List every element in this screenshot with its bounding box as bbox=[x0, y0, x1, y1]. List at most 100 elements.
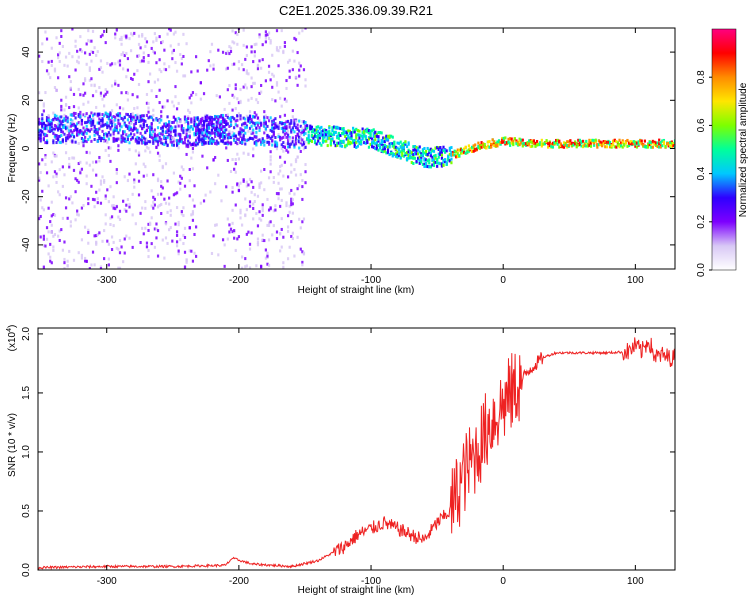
spectrogram-cell bbox=[117, 60, 120, 64]
spectrogram-cell bbox=[90, 139, 93, 143]
spectrogram-cell bbox=[629, 142, 632, 146]
spectrogram-cell bbox=[185, 128, 188, 132]
spectrogram-cell bbox=[160, 114, 163, 118]
spectrogram-cell bbox=[461, 151, 464, 155]
spectrogram-cell bbox=[196, 136, 199, 140]
spectrogram-cell bbox=[228, 133, 231, 137]
spectrogram-cell bbox=[104, 41, 107, 45]
spectrogram-cell bbox=[293, 192, 296, 196]
spectrogram-cell bbox=[415, 152, 418, 156]
spectrogram-cell bbox=[431, 158, 434, 162]
spectrogram-cell bbox=[344, 144, 347, 148]
spectrogram-cell bbox=[57, 190, 60, 194]
spectrogram-cell bbox=[348, 136, 352, 140]
spectrogram-cell bbox=[64, 136, 68, 140]
spectrogram-cell bbox=[272, 126, 275, 130]
spectrogram-cell bbox=[64, 196, 68, 200]
spectrogram-cell bbox=[234, 134, 237, 138]
spectrogram-cell bbox=[296, 51, 299, 55]
spectrogram-cell bbox=[95, 128, 98, 132]
spectrogram-cell bbox=[577, 143, 580, 147]
spectrogram-cell bbox=[171, 100, 174, 104]
spectrogram-cell bbox=[605, 145, 608, 149]
spectrogram-cell bbox=[172, 115, 176, 119]
spectrogram-cell bbox=[152, 40, 155, 44]
spectrogram-cell bbox=[486, 144, 490, 148]
spectrogram-cell bbox=[401, 148, 404, 152]
spectrogram-cell bbox=[145, 245, 149, 249]
spectrogram-cell bbox=[42, 127, 45, 131]
spectrogram-cell bbox=[210, 139, 214, 143]
spectrogram-cell bbox=[589, 144, 593, 148]
spectrogram-cell bbox=[616, 143, 620, 147]
spectrogram-cell bbox=[272, 209, 275, 213]
spectrogram-x-tick-label: -200 bbox=[229, 275, 249, 286]
spectrogram-cell bbox=[66, 129, 69, 133]
spectrogram-cell bbox=[58, 124, 61, 128]
spectrogram-cell bbox=[221, 125, 225, 129]
spectrogram-cell bbox=[258, 182, 261, 186]
spectrogram-cell bbox=[137, 151, 141, 155]
spectrogram-cell bbox=[153, 245, 156, 249]
spectrogram-cell bbox=[187, 115, 190, 119]
spectrogram-cell bbox=[501, 138, 504, 142]
spectrogram-cell bbox=[87, 241, 90, 245]
spectrogram-cell bbox=[231, 134, 234, 138]
spectrogram-cell bbox=[66, 133, 69, 137]
spectrogram-cell bbox=[545, 139, 548, 143]
spectrogram-cell bbox=[226, 115, 229, 119]
spectrogram-cell bbox=[290, 142, 293, 146]
spectrogram-cell bbox=[152, 200, 155, 204]
spectrogram-cell bbox=[50, 122, 53, 126]
spectrogram-cell bbox=[394, 152, 398, 156]
spectrogram-cell bbox=[187, 124, 190, 128]
spectrogram-cell bbox=[474, 143, 477, 147]
spectrogram-cell bbox=[518, 143, 521, 147]
spectrogram-cell bbox=[98, 155, 101, 159]
spectrogram-cell bbox=[123, 116, 126, 120]
spectrogram-cell bbox=[149, 115, 152, 119]
spectrogram-cell bbox=[99, 179, 103, 183]
spectrogram-cell bbox=[150, 136, 153, 140]
spectrogram-cell bbox=[172, 129, 176, 133]
spectrogram-cell bbox=[431, 163, 434, 167]
spectrogram-cell bbox=[242, 122, 245, 126]
spectrogram-cell bbox=[223, 130, 226, 134]
spectrogram-cell bbox=[513, 137, 516, 141]
spectrogram-cell bbox=[385, 138, 388, 142]
spectrogram-cell bbox=[604, 145, 607, 149]
spectrogram-cell bbox=[267, 238, 271, 242]
spectrogram-cell bbox=[286, 225, 290, 229]
spectrogram-cell bbox=[247, 98, 250, 102]
spectrogram-cell bbox=[280, 163, 283, 167]
spectrogram-cell bbox=[415, 145, 418, 149]
spectrogram-cell bbox=[210, 42, 214, 46]
spectrogram-cell bbox=[301, 260, 304, 264]
spectrogram-cell bbox=[442, 145, 445, 149]
spectrogram-cell bbox=[214, 114, 217, 118]
spectrogram-cell bbox=[288, 125, 291, 129]
spectrogram-cell bbox=[421, 150, 424, 154]
spectrogram-cell bbox=[153, 51, 156, 55]
spectrogram-cell bbox=[293, 140, 296, 144]
spectrogram-cell bbox=[191, 210, 195, 214]
spectrogram-cell bbox=[386, 137, 390, 141]
spectrogram-cell bbox=[286, 257, 290, 261]
spectrogram-cell bbox=[142, 125, 145, 129]
spectrogram-cell bbox=[233, 41, 236, 45]
spectrogram-cell bbox=[440, 153, 444, 157]
snr-y-tick-label: 1.5 bbox=[21, 386, 32, 400]
spectrogram-cell bbox=[301, 126, 304, 130]
spectrogram-cell bbox=[380, 142, 383, 146]
spectrogram-cell bbox=[76, 133, 79, 137]
spectrogram-cell bbox=[77, 114, 80, 118]
spectrogram-cell bbox=[118, 266, 122, 269]
spectrogram-cell bbox=[136, 95, 139, 99]
spectrogram-cell bbox=[42, 104, 45, 108]
spectrogram-cell bbox=[193, 204, 196, 208]
spectrogram-cell bbox=[115, 28, 118, 32]
spectrogram-cell bbox=[558, 140, 561, 144]
spectrogram-cell bbox=[139, 46, 142, 50]
spectrogram-cell bbox=[486, 140, 490, 144]
spectrogram-cell bbox=[134, 120, 137, 124]
